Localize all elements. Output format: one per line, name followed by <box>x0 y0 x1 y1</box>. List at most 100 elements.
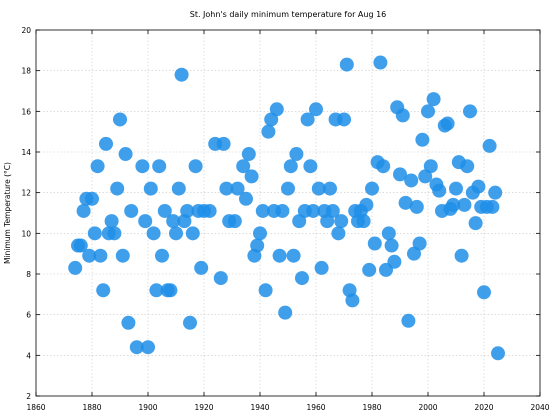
data-point <box>107 226 122 241</box>
data-point <box>110 181 125 196</box>
data-point <box>423 159 438 174</box>
data-point <box>135 159 150 174</box>
y-tick-label: 14 <box>21 148 31 157</box>
data-point <box>244 169 259 184</box>
data-point <box>393 167 407 182</box>
data-points <box>68 55 505 361</box>
data-point <box>163 283 178 298</box>
data-point <box>463 104 477 119</box>
y-axis-label: Minimum Temperature (°C) <box>3 162 12 264</box>
data-point <box>149 283 164 298</box>
data-point <box>384 238 399 253</box>
data-point <box>457 197 472 212</box>
data-point <box>306 203 321 218</box>
data-point <box>387 254 402 269</box>
data-point <box>365 181 379 196</box>
data-point <box>180 203 195 218</box>
x-tick-label: 2000 <box>418 403 437 412</box>
y-tick-label: 16 <box>21 107 31 116</box>
data-point <box>183 315 197 330</box>
data-point <box>188 159 203 174</box>
chart-title: St. John's daily minimum temperature for… <box>190 10 387 19</box>
data-point <box>278 305 293 320</box>
x-tick-label: 1920 <box>194 403 213 412</box>
data-point <box>488 185 503 200</box>
data-point <box>141 340 155 355</box>
data-point <box>230 181 245 196</box>
data-point <box>367 236 382 251</box>
data-point <box>169 226 183 241</box>
data-point <box>202 203 217 218</box>
y-tick-label: 2 <box>26 392 31 401</box>
data-point <box>155 248 169 263</box>
data-point <box>485 199 500 214</box>
data-point <box>275 203 290 218</box>
data-point <box>398 195 413 210</box>
data-point <box>426 92 441 107</box>
data-point <box>255 203 270 218</box>
y-tick-labels: 2 4 6 8 10 12 14 16 18 20 <box>21 26 31 401</box>
data-point <box>96 283 111 298</box>
data-point <box>314 260 329 275</box>
data-point <box>432 183 447 198</box>
data-point <box>477 285 491 300</box>
data-point <box>491 346 505 361</box>
data-point <box>381 226 396 241</box>
data-point <box>113 112 127 127</box>
x-tick-labels: 1860 1880 1900 1920 1940 1960 1980 2000 2020 2040 <box>26 403 549 412</box>
x-tick-label: 1940 <box>250 403 269 412</box>
y-tick-label: 6 <box>26 311 31 320</box>
data-point <box>359 197 374 212</box>
data-point <box>325 203 340 218</box>
data-point <box>303 159 318 174</box>
data-point <box>309 102 323 117</box>
data-point <box>216 136 231 151</box>
data-point <box>73 238 88 253</box>
data-point <box>118 147 133 162</box>
y-tick-label: 8 <box>26 270 31 279</box>
x-tick-label: 1900 <box>138 403 157 412</box>
data-point <box>124 203 139 218</box>
data-point <box>468 216 483 231</box>
data-point <box>99 136 113 151</box>
data-point <box>345 293 360 308</box>
data-point <box>323 181 337 196</box>
data-point <box>482 138 497 153</box>
data-point <box>250 238 265 253</box>
data-point <box>166 214 181 229</box>
data-point <box>295 271 309 286</box>
data-point <box>261 124 276 139</box>
data-point <box>281 181 295 196</box>
data-point <box>409 199 424 214</box>
y-tick-label: 4 <box>26 351 31 360</box>
data-point <box>337 112 351 127</box>
x-tick-label: 1960 <box>306 403 325 412</box>
data-point <box>171 181 186 196</box>
data-point <box>415 132 430 147</box>
data-point <box>236 159 251 174</box>
y-tick-label: 12 <box>21 189 31 198</box>
data-point <box>339 57 354 72</box>
data-point <box>76 203 91 218</box>
x-tick-label: 2020 <box>474 403 493 412</box>
data-point <box>362 262 377 277</box>
data-point <box>286 248 301 263</box>
data-point <box>185 226 200 241</box>
data-point <box>115 248 130 263</box>
x-tick-label: 1880 <box>82 403 101 412</box>
data-point <box>82 248 97 263</box>
data-point <box>152 159 167 174</box>
plot-frame <box>35 29 541 397</box>
y-tick-label: 18 <box>21 67 31 76</box>
data-point <box>440 116 455 131</box>
data-point <box>194 260 209 275</box>
data-point <box>446 197 461 212</box>
data-point <box>258 283 273 298</box>
data-point <box>449 181 463 196</box>
data-point <box>104 214 119 229</box>
data-point <box>412 236 427 251</box>
data-point <box>283 159 298 174</box>
x-tick-label: 2040 <box>530 403 549 412</box>
x-tick-label: 1980 <box>362 403 381 412</box>
